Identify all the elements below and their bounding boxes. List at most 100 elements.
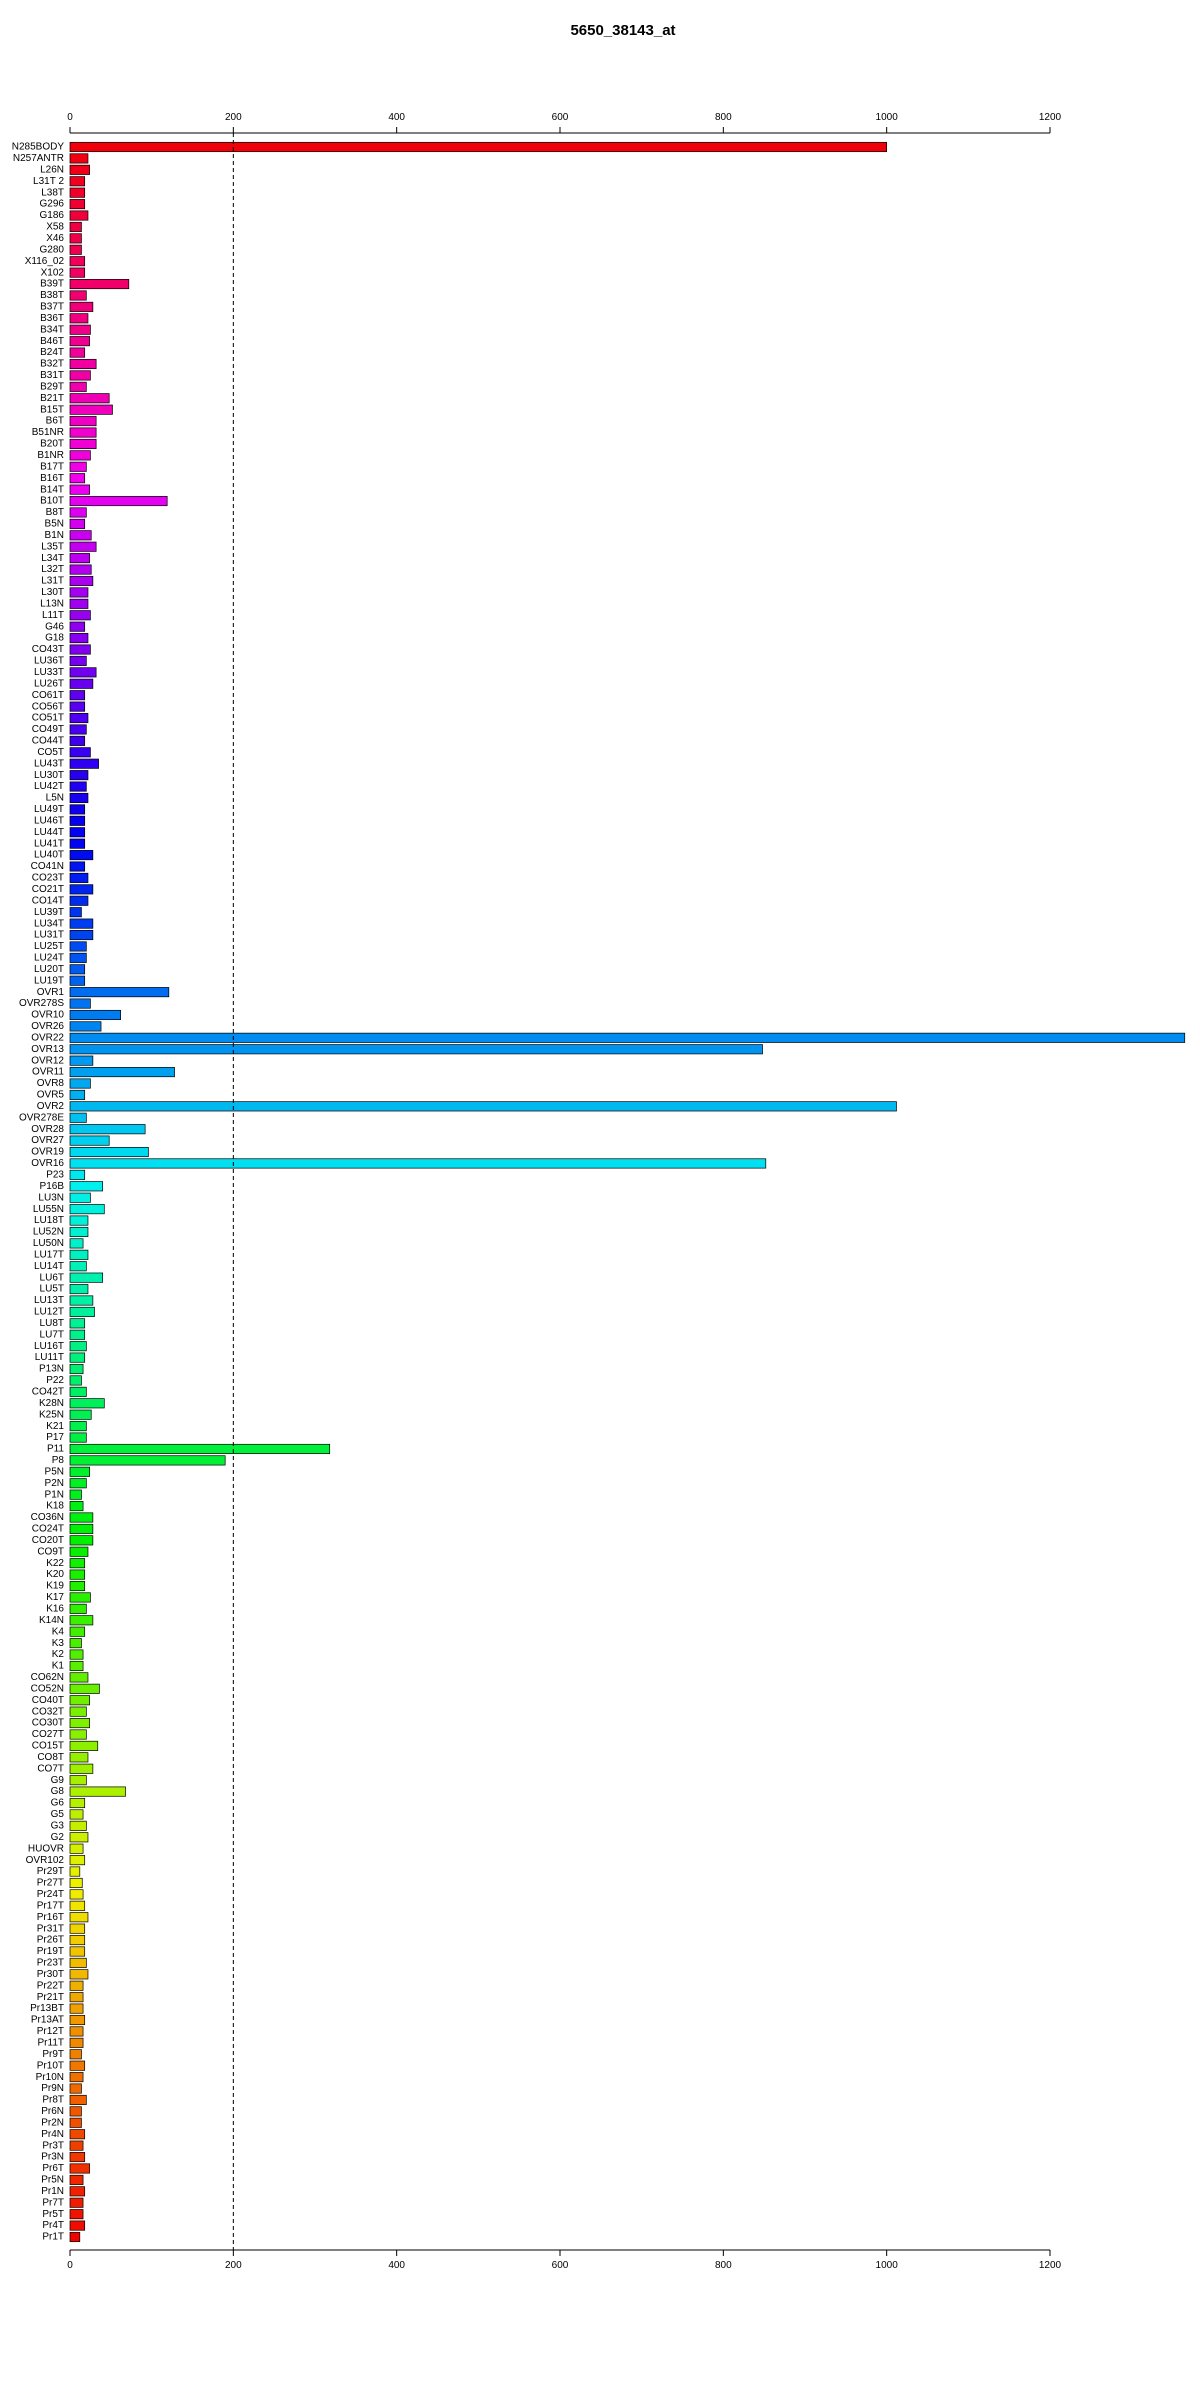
bar (69, 1055, 94, 1066)
bar (69, 587, 89, 598)
y-tick-label: B15T (40, 404, 64, 415)
y-tick-label: P8 (52, 1455, 65, 1466)
bar (69, 2026, 84, 2037)
y-tick-label: Pr6T (42, 2163, 64, 2174)
bar (69, 2094, 87, 2105)
bar (69, 518, 86, 529)
y-tick-label: OVR8 (37, 1078, 65, 1089)
bar (69, 1957, 87, 1968)
bar (69, 781, 87, 792)
y-tick-label: Pr30T (37, 1969, 64, 1980)
y-tick-label: OVR22 (31, 1032, 64, 1043)
y-tick-label: Pr12T (37, 2026, 64, 2037)
bar (69, 747, 91, 758)
bar (69, 701, 86, 712)
bar (69, 370, 91, 381)
y-tick-label: B31T (40, 370, 64, 381)
y-tick-label: X116_02 (25, 256, 65, 267)
bar (69, 210, 89, 221)
bar (69, 1569, 86, 1580)
bar (69, 1786, 126, 1797)
bar (69, 1546, 89, 1557)
x-tick-label: 800 (715, 2260, 732, 2271)
y-tick-label: B32T (40, 359, 64, 370)
x-tick-label: 800 (715, 112, 732, 123)
y-tick-label: K25N (39, 1409, 64, 1420)
y-tick-label: OVR11 (32, 1067, 64, 1078)
y-tick-label: OVR13 (31, 1044, 64, 1055)
bar (69, 1421, 87, 1432)
bar (69, 1295, 94, 1306)
bar (69, 336, 90, 347)
y-tick-label: B10T (40, 496, 64, 507)
bar (69, 1706, 87, 1717)
bar (69, 1672, 89, 1683)
y-tick-label: Pr13BT (30, 2003, 64, 2014)
y-tick-label: Pr1T (42, 2232, 64, 2243)
x-tick-label: 200 (225, 2260, 242, 2271)
bar (69, 1855, 86, 1866)
bar (69, 2072, 84, 2083)
y-tick-label: P1N (45, 1489, 64, 1500)
x-tick-label: 600 (552, 112, 569, 123)
y-tick-label: K16 (46, 1603, 64, 1614)
bar (69, 1226, 89, 1238)
y-tick-label: LU18T (34, 1215, 64, 1226)
bar (69, 164, 90, 175)
y-tick-label: Pr5N (41, 2175, 64, 2186)
y-tick-label: B51NR (32, 427, 64, 438)
bar (69, 279, 130, 290)
y-tick-label: B21T (40, 393, 64, 404)
y-tick-label: G296 (40, 199, 65, 210)
y-tick-label: Pr4N (41, 2129, 64, 2140)
bar (69, 2186, 86, 2197)
y-tick-label: X46 (46, 233, 64, 244)
y-tick-label: N257ANTR (13, 153, 64, 164)
bar (69, 1580, 86, 1592)
bar (69, 221, 82, 232)
y-tick-label: LU46T (34, 815, 64, 826)
y-tick-label: LU25T (34, 941, 64, 952)
bar (69, 1021, 102, 1032)
y-tick-label: Pr16T (37, 1912, 64, 1923)
x-tick-label: 1000 (876, 112, 899, 123)
y-tick-label: G9 (51, 1775, 65, 1786)
bar (69, 1272, 104, 1283)
bar (69, 2197, 84, 2208)
y-tick-label: N285BODY (12, 142, 65, 153)
bar (69, 256, 86, 267)
y-tick-label: Pr8T (42, 2095, 64, 2106)
bar (69, 1363, 84, 1375)
bar (69, 2129, 86, 2140)
x-tick-label: 1000 (876, 2260, 899, 2271)
bar (69, 1992, 84, 2003)
bar (69, 2037, 84, 2048)
bar (69, 176, 86, 187)
bar (69, 1341, 87, 1352)
y-tick-label: B39T (40, 279, 64, 290)
x-tick-label: 600 (552, 2260, 569, 2271)
bar (69, 1146, 149, 1158)
y-tick-label: B24T (40, 347, 64, 358)
y-tick-label: L34T (41, 553, 64, 564)
bar (69, 1135, 110, 1146)
bar (69, 1489, 82, 1500)
bar (69, 918, 94, 929)
y-tick-label: CO44T (32, 736, 64, 747)
y-tick-label: G8 (51, 1786, 65, 1797)
y-tick-label: CO9T (37, 1546, 64, 1557)
y-tick-label: G280 (40, 244, 65, 255)
y-tick-label: B1N (45, 530, 64, 541)
y-tick-label: LU11T (35, 1352, 64, 1363)
bar (69, 1169, 86, 1180)
bar (69, 575, 94, 587)
bar (69, 1398, 105, 1409)
y-tick-label: G6 (51, 1798, 65, 1809)
y-tick-label: LU44T (34, 827, 64, 838)
y-tick-label: LU42T (34, 781, 64, 792)
y-tick-label: B36T (40, 313, 64, 324)
bar (69, 347, 86, 358)
y-tick-label: LU43T (34, 758, 64, 769)
y-tick-label: K14N (39, 1615, 64, 1626)
y-tick-label: G18 (45, 633, 64, 644)
